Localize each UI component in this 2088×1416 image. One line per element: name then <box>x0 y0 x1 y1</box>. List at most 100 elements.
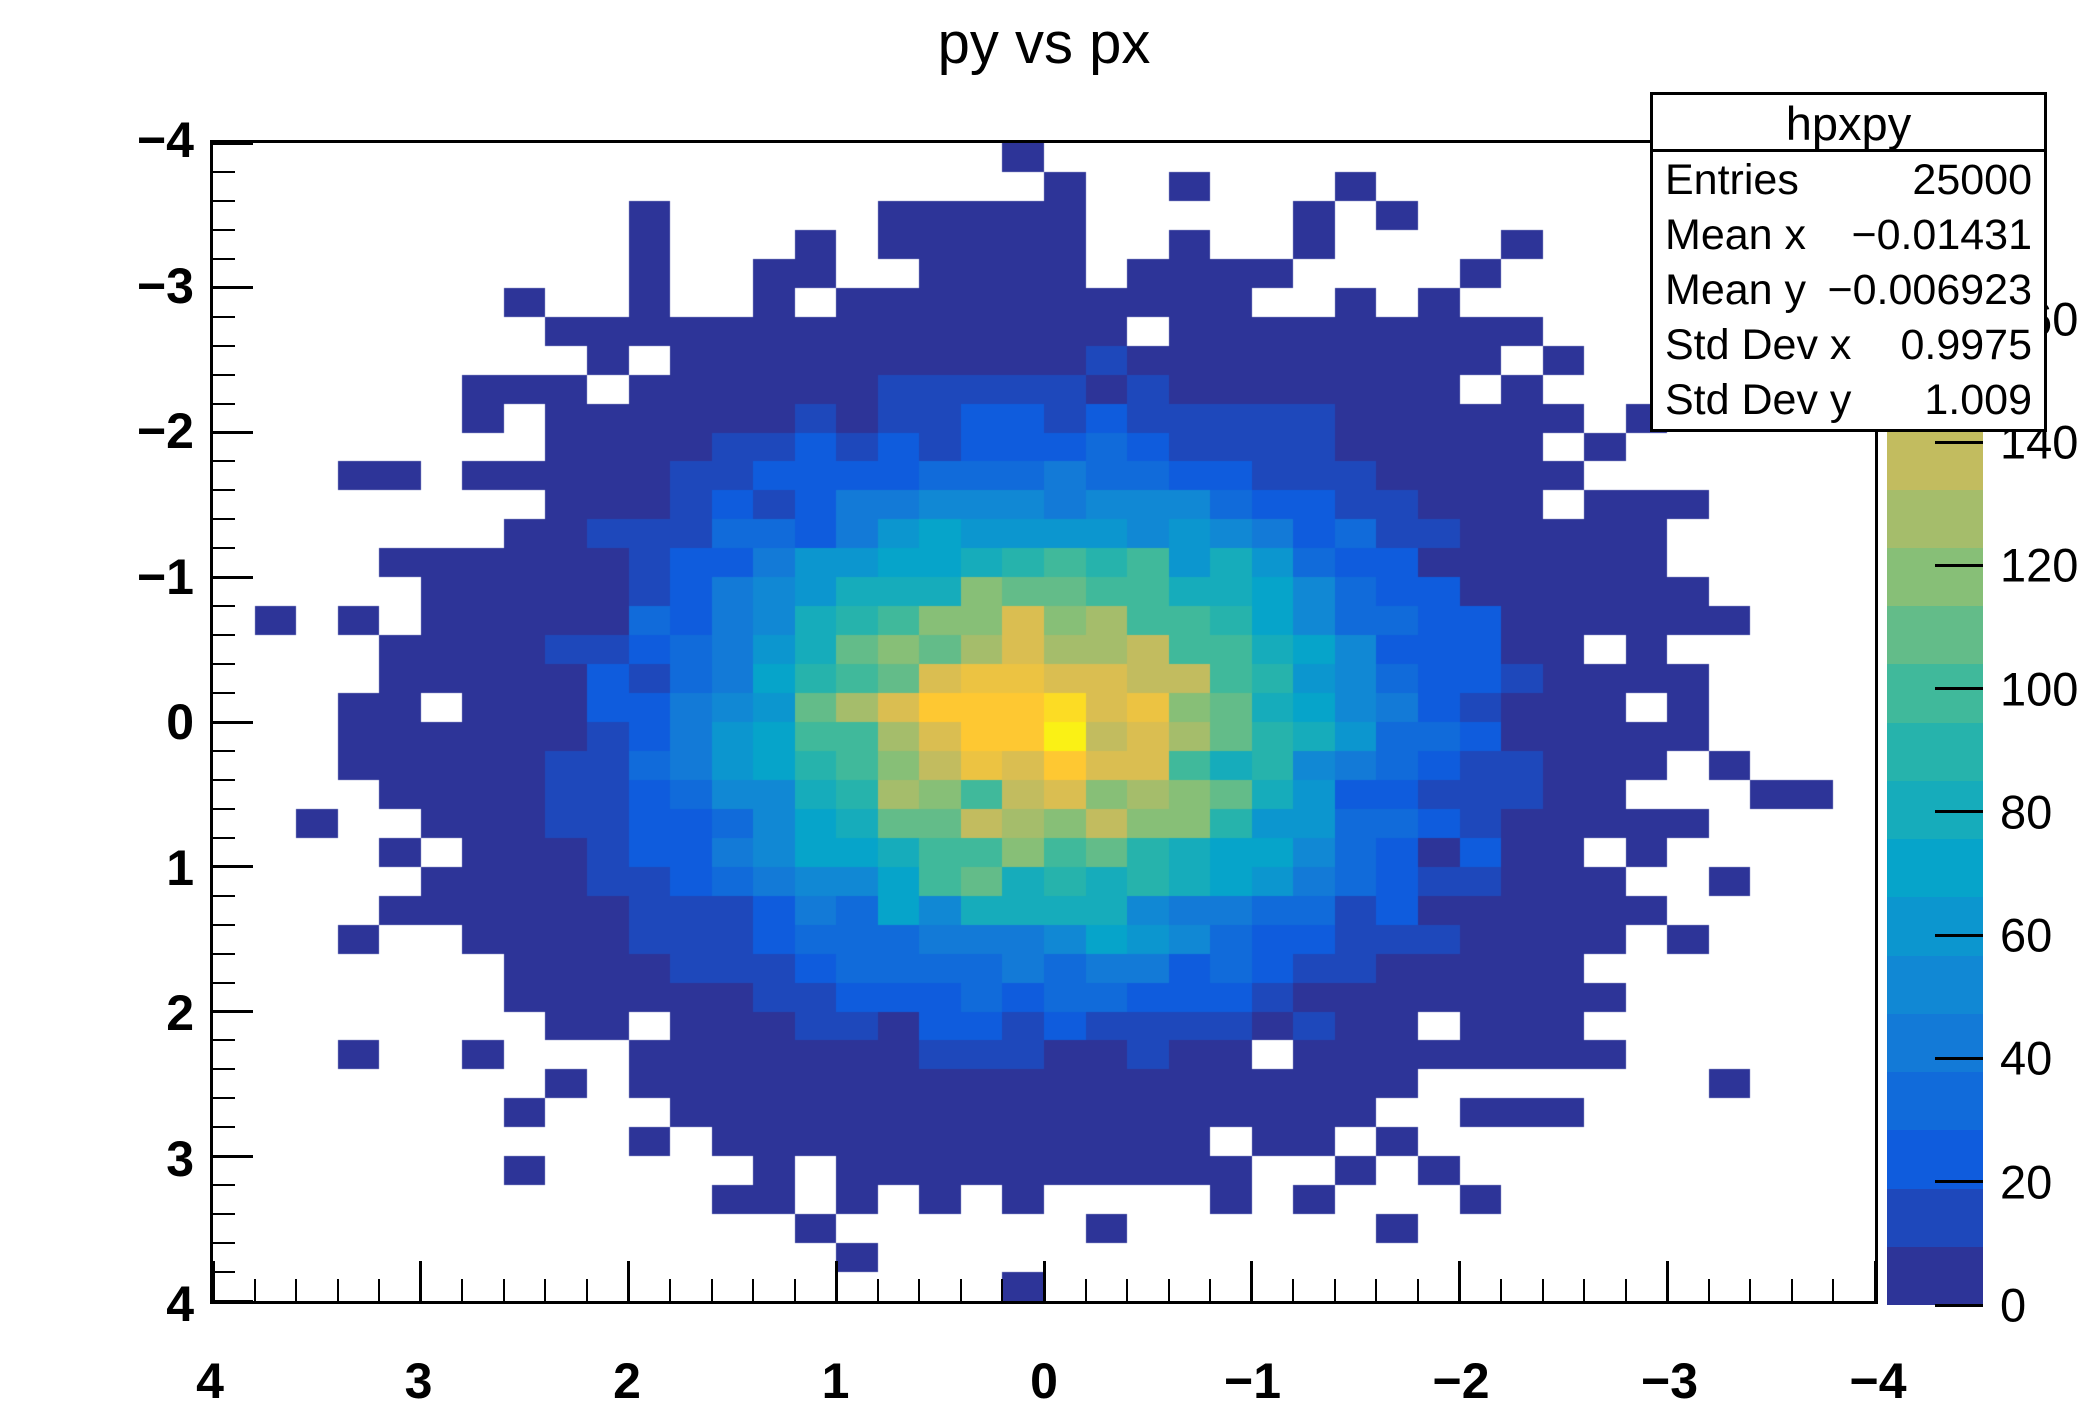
x-minor-tick <box>918 1279 921 1301</box>
stats-row: Std Dev x 0.9975 <box>1653 317 2044 372</box>
colorbar-tick <box>1935 1056 1983 1060</box>
x-minor-tick <box>253 1279 256 1301</box>
x-minor-tick <box>793 1279 796 1301</box>
plot-title: py vs px <box>937 11 1151 76</box>
y-axis-label: 3 <box>166 1130 194 1187</box>
y-minor-tick <box>213 894 235 897</box>
x-axis-label: 0 <box>1030 1353 1058 1409</box>
x-minor-tick <box>959 1279 962 1301</box>
colorbar-tick-label: 40 <box>2000 1031 2053 1085</box>
x-axis-label: 4 <box>196 1353 224 1409</box>
x-axis-label: −2 <box>1432 1353 1490 1409</box>
y-minor-tick <box>213 1213 235 1216</box>
stats-row-value: 1.009 <box>1924 376 2032 424</box>
x-axis-label: 2 <box>613 1353 641 1409</box>
x-minor-tick <box>710 1279 713 1301</box>
x-minor-tick <box>1333 1279 1336 1301</box>
x-major-tick <box>1873 1261 1877 1301</box>
colorbar-tick <box>1935 1180 1983 1184</box>
colorbar-band <box>1887 839 1983 897</box>
y-minor-tick <box>213 1097 235 1100</box>
y-axis-label: 1 <box>166 839 194 896</box>
y-minor-tick <box>213 692 235 695</box>
stats-row: Entries 25000 <box>1653 152 2044 207</box>
y-axis-label: −1 <box>136 548 194 605</box>
colorbar-tick <box>1935 933 1983 937</box>
y-major-tick <box>213 720 253 724</box>
y-axis-label: 4 <box>166 1276 194 1332</box>
x-axis-label: 3 <box>404 1353 433 1409</box>
y-axis-label: −4 <box>136 112 194 168</box>
colorbar-band <box>1887 1072 1983 1130</box>
x-axis-label: 1 <box>821 1353 850 1409</box>
y-minor-tick <box>213 170 235 173</box>
stats-box: hpxpy Entries 25000 Mean x −0.01431 Mean y −0… <box>1650 92 2047 432</box>
y-axis-label: −2 <box>136 403 194 459</box>
x-minor-tick <box>1500 1279 1503 1301</box>
stats-row-value: −0.01431 <box>1851 211 2032 259</box>
heatmap-bins <box>213 143 1875 1301</box>
x-major-tick <box>627 1261 630 1301</box>
stats-row-label: Mean y <box>1665 266 1807 314</box>
y-axis-label: −3 <box>136 257 194 314</box>
x-minor-tick <box>1624 1279 1627 1301</box>
y-axis-label: 0 <box>166 694 194 750</box>
y-major-tick <box>213 286 253 290</box>
y-minor-tick <box>213 228 235 231</box>
y-minor-tick <box>213 1039 235 1042</box>
y-major-tick <box>213 575 253 579</box>
y-minor-tick <box>213 547 235 550</box>
stats-row: Std Dev y 1.009 <box>1653 372 2044 427</box>
stats-row-label: Entries <box>1665 156 1799 204</box>
y-major-tick <box>213 1010 253 1013</box>
y-minor-tick <box>213 489 235 492</box>
y-major-tick <box>213 431 253 434</box>
x-minor-tick <box>1167 1279 1170 1301</box>
x-major-tick <box>1250 1261 1254 1301</box>
y-minor-tick <box>213 634 235 637</box>
colorbar-tick-label: 0 <box>2000 1278 2027 1332</box>
y-major-tick <box>213 1299 253 1303</box>
colorbar-tick <box>1935 1303 1983 1307</box>
x-major-tick <box>1458 1261 1461 1301</box>
stats-row: Mean x −0.01431 <box>1653 207 2044 262</box>
stats-row-value: 0.9975 <box>1900 321 2032 369</box>
x-minor-tick <box>378 1279 381 1301</box>
colorbar-band <box>1887 897 1983 956</box>
y-minor-tick <box>213 257 235 260</box>
colorbar-band <box>1887 781 1983 839</box>
y-minor-tick <box>213 1068 235 1071</box>
y-minor-tick <box>213 749 235 752</box>
x-minor-tick <box>585 1279 588 1301</box>
colorbar-band <box>1887 606 1983 664</box>
y-minor-tick <box>213 373 235 376</box>
colorbar-tick-label: 60 <box>2000 908 2053 962</box>
x-minor-tick <box>461 1279 464 1301</box>
y-minor-tick <box>213 836 235 839</box>
x-minor-tick <box>1707 1279 1710 1301</box>
colorbar-tick <box>1935 563 1983 567</box>
x-minor-tick <box>1541 1279 1544 1301</box>
x-minor-tick <box>1790 1279 1793 1301</box>
y-minor-tick <box>213 344 235 347</box>
x-minor-tick <box>1209 1279 1212 1301</box>
y-major-tick <box>213 865 253 869</box>
colorbar-tick <box>1935 440 1983 444</box>
stats-row-label: Std Dev x <box>1665 321 1852 369</box>
x-minor-tick <box>502 1279 505 1301</box>
colorbar-band <box>1887 664 1983 723</box>
colorbar-tick-label: 100 <box>2000 662 2079 716</box>
y-minor-tick <box>213 518 235 521</box>
stats-row-label: Std Dev y <box>1665 376 1852 424</box>
y-minor-tick <box>213 778 235 781</box>
x-minor-tick <box>1583 1279 1586 1301</box>
x-minor-tick <box>1001 1279 1004 1301</box>
colorbar-tick <box>1935 687 1983 691</box>
y-minor-tick <box>213 1184 235 1187</box>
x-axis-label: −1 <box>1223 1353 1282 1409</box>
stats-box-title: hpxpy <box>1653 95 2044 152</box>
x-minor-tick <box>1292 1279 1295 1301</box>
x-minor-tick <box>1416 1279 1419 1301</box>
colorbar-tick <box>1935 810 1983 814</box>
